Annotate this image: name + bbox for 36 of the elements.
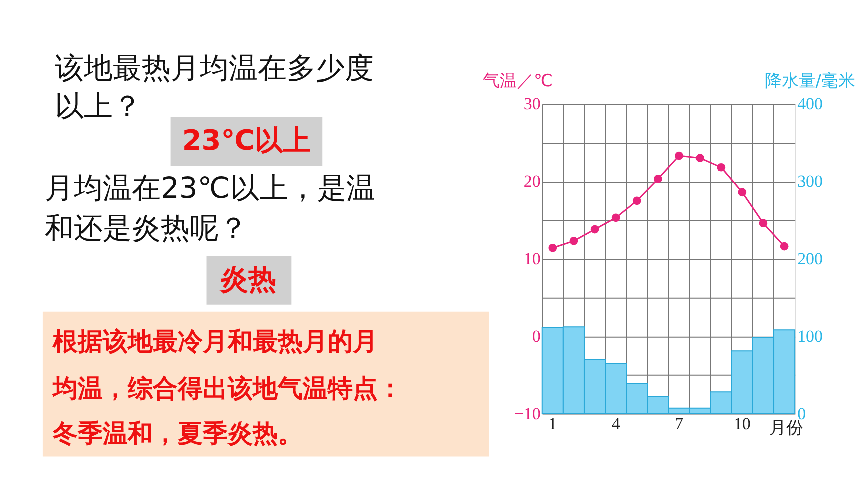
y2-tick-label: 200 bbox=[798, 249, 824, 268]
point bbox=[612, 214, 620, 222]
y2-tick-label: 100 bbox=[798, 326, 824, 346]
y-tick-label: −10 bbox=[514, 404, 541, 424]
text: 23℃以上 bbox=[182, 124, 312, 158]
point bbox=[654, 175, 662, 184]
text: 和还是炎热呢？ bbox=[44, 210, 248, 245]
y-tick-label: 10 bbox=[524, 249, 541, 268]
y-tick-label: 20 bbox=[524, 172, 541, 192]
point bbox=[717, 163, 726, 172]
y2-tick-label: 400 bbox=[798, 94, 824, 114]
y2-axis-title: 降水量/毫米 bbox=[764, 72, 856, 92]
point bbox=[738, 188, 747, 197]
y-tick-label: 30 bbox=[524, 94, 541, 114]
text: 根据该地最冷月和最热月的月 bbox=[52, 326, 378, 356]
text: 月均温在23℃以上，是温 bbox=[44, 171, 376, 206]
point bbox=[590, 225, 600, 234]
text: 以上？ bbox=[54, 89, 142, 124]
x-tick-label: 7 bbox=[675, 414, 684, 434]
x-tick-label: 4 bbox=[612, 414, 621, 434]
point bbox=[570, 236, 578, 246]
point bbox=[780, 242, 789, 251]
x-tick-label: 1 bbox=[548, 414, 558, 434]
text: 冬季温和，夏季炎热。 bbox=[52, 418, 303, 448]
text: 炎热 bbox=[220, 262, 277, 296]
point bbox=[696, 154, 704, 163]
y2-tick-label: 300 bbox=[798, 172, 824, 192]
y-axis-title: 气温／℃ bbox=[482, 72, 553, 92]
text: 该地最热月均温在多少度 bbox=[54, 51, 374, 86]
x-tick-label: 10 bbox=[734, 414, 751, 434]
point bbox=[675, 152, 684, 160]
point bbox=[548, 244, 558, 252]
text: 均温，综合得出该地气温特点： bbox=[50, 374, 403, 403]
point bbox=[632, 196, 642, 206]
y-tick-label: 0 bbox=[532, 326, 541, 346]
point bbox=[759, 219, 768, 228]
